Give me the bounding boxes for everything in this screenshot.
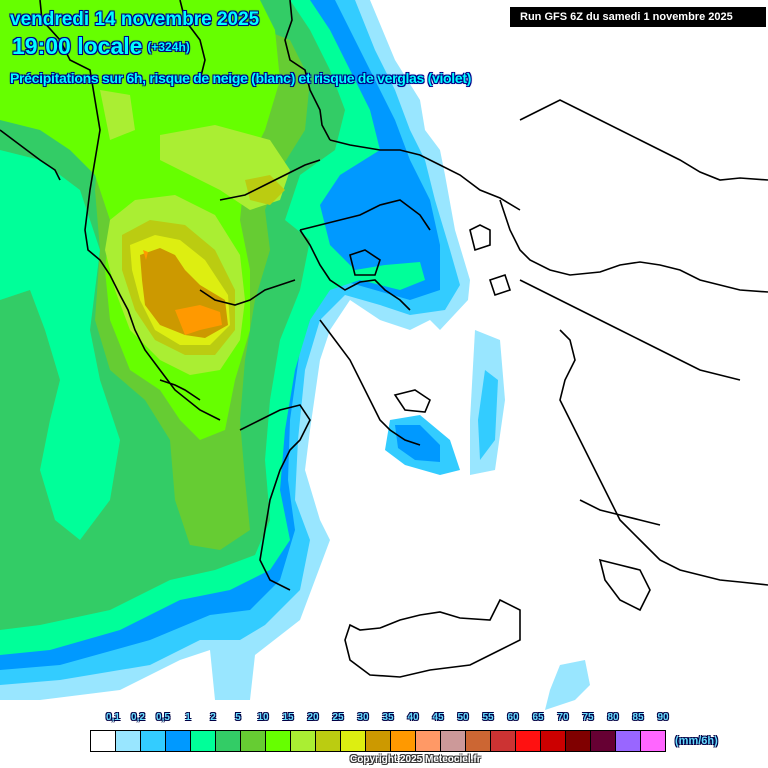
legend-swatch [591,731,616,751]
legend-label: 45 [432,712,444,723]
forecast-time-title: 19:00 locale (+324h) [12,33,190,60]
legend-swatch [166,731,191,751]
legend-label: 15 [282,712,294,723]
legend-label: 1 [185,712,191,723]
forecast-time: 19:00 locale [12,33,143,59]
legend-label: 50 [457,712,469,723]
legend-label: 30 [357,712,369,723]
legend-swatch [541,731,566,751]
legend-swatch [491,731,516,751]
legend-swatch [366,731,391,751]
legend-label: 2 [210,712,216,723]
legend-swatch [341,731,366,751]
legend-swatch [141,731,166,751]
precip-zone-35 [175,305,222,335]
legend-label: 70 [557,712,569,723]
legend-swatch [466,731,491,751]
legend-label: 10 [257,712,269,723]
coastlines [0,0,768,678]
legend-label: 55 [482,712,494,723]
legend-swatch [566,731,591,751]
map-subtitle: Précipitations sur 6h, risque de neige (… [10,70,472,86]
legend-swatch [191,731,216,751]
model-run-banner: Run GFS 6Z du samedi 1 novembre 2025 [510,7,766,27]
legend-swatch [266,731,291,751]
precipitation-legend: 0,1 0,2 0,5 1 2 5 10 15 20 25 30 35 40 45 50 55 60 65 70 75… [90,712,690,752]
legend-swatch [516,731,541,751]
legend-label: 25 [332,712,344,723]
legend-swatch [116,731,141,751]
legend-label: 40 [407,712,419,723]
legend-swatch [216,731,241,751]
legend-label: 0,5 [156,712,170,723]
legend-color-scale [90,730,666,752]
legend-label: 75 [582,712,594,723]
legend-labels: 0,1 0,2 0,5 1 2 5 10 15 20 25 30 35 40 45 50 55 60 65 70 75… [90,712,690,728]
legend-swatch [91,731,116,751]
legend-unit: (mm/6h) [675,735,718,747]
legend-swatch [291,731,316,751]
legend-label: 60 [507,712,519,723]
legend-label: 80 [607,712,619,723]
legend-label: 20 [307,712,319,723]
legend-label: 90 [657,712,669,723]
legend-swatch [641,731,665,751]
copyright-notice: Copyright 2025 Meteociel.fr [350,754,481,765]
legend-label: 35 [382,712,394,723]
forecast-date-title: vendredi 14 novembre 2025 [10,9,260,30]
legend-label: 85 [632,712,644,723]
legend-swatch [441,731,466,751]
lead-time: (+324h) [147,40,190,54]
legend-label: 0,1 [106,712,120,723]
legend-label: 65 [532,712,544,723]
legend-label: 5 [235,712,241,723]
legend-label: 0,2 [131,712,145,723]
legend-swatch [391,731,416,751]
legend-swatch [616,731,641,751]
legend-swatch [241,731,266,751]
legend-swatch [416,731,441,751]
legend-swatch [316,731,341,751]
